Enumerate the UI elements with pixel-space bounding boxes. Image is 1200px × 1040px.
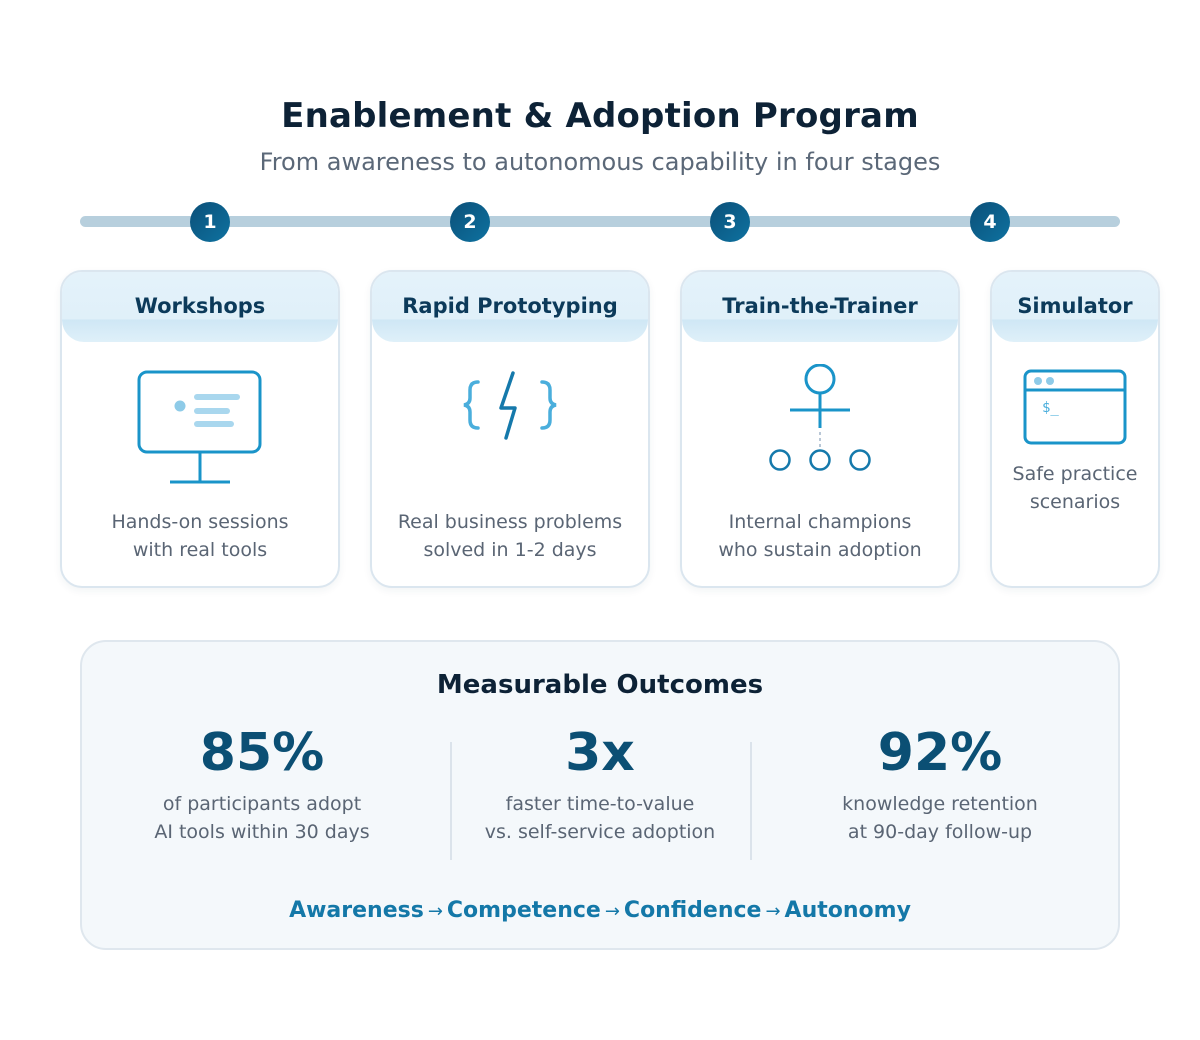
- metric-adoption: 85% of participants adopt AI tools withi…: [92, 722, 432, 846]
- metric-label: knowledge retention at 90-day follow-up: [842, 793, 1038, 843]
- card-header: [372, 272, 648, 342]
- code-lightning-icon: [372, 364, 648, 486]
- description-line: scenarios: [1029, 491, 1121, 513]
- journey-stage-autonomy: Autonomy: [784, 898, 911, 923]
- metric-retention: 92% knowledge retention at 90-day follow…: [770, 722, 1110, 846]
- card-description: Internal champions who sustain adoption: [688, 508, 952, 564]
- card-description: Safe practice scenarios: [998, 460, 1152, 516]
- card-title: Simulator: [1017, 294, 1133, 318]
- card-title: Workshops: [134, 294, 266, 318]
- step-marker-1: 1: [190, 202, 230, 242]
- terminal-window-icon: $_: [992, 368, 1158, 448]
- metric-value: 3x: [565, 723, 635, 783]
- card-description: Hands-on sessions with real tools: [68, 508, 332, 564]
- journey-stage-awareness: Awareness: [289, 898, 424, 923]
- journey-stage-confidence: Confidence: [623, 898, 762, 923]
- description-line: Real business problems: [397, 511, 623, 533]
- card-title: Train-the-Trainer: [722, 294, 918, 318]
- stage-card-rapid-prototyping: Rapid Prototyping Real business problems…: [370, 270, 650, 588]
- card-header: [682, 272, 958, 342]
- page-title: Enablement & Adoption Program: [281, 96, 919, 136]
- description-line: solved in 1-2 days: [423, 539, 597, 561]
- metric-value: 92%: [877, 723, 1003, 783]
- metric-label: of participants adopt AI tools within 30…: [154, 793, 370, 843]
- card-description: Real business problems solved in 1-2 day…: [378, 508, 642, 564]
- metric-time-to-value: 3x faster time-to-value vs. self-service…: [430, 722, 770, 846]
- stage-card-simulator: Simulator $_ Safe practice scenarios: [990, 270, 1160, 588]
- stage-card-train-the-trainer: Train-the-Trainer Internal champions who…: [680, 270, 960, 588]
- stage-card-workshops: Workshops Hands-on sessions with real to…: [60, 270, 340, 588]
- outcomes-panel: Measurable Outcomes 85% of participants …: [80, 640, 1120, 950]
- step-marker-3: 3: [710, 202, 750, 242]
- step-marker-4: 4: [970, 202, 1010, 242]
- description-line: Internal champions: [728, 511, 912, 533]
- timeline-track: [80, 216, 1120, 227]
- terminal-prompt: $_: [1042, 400, 1059, 416]
- description-line: with real tools: [132, 539, 268, 561]
- metric-divider: [450, 742, 452, 860]
- description-line: Safe practice: [1012, 463, 1138, 485]
- page-subtitle: From awareness to autonomous capability …: [259, 148, 941, 176]
- description-line: Hands-on sessions: [111, 511, 289, 533]
- outcomes-title: Measurable Outcomes: [436, 670, 764, 700]
- metric-divider: [750, 742, 752, 860]
- journey-path: Awareness → Competence → Confidence → Autonomy: [82, 898, 1118, 923]
- arrow-right-icon: →: [427, 901, 443, 922]
- card-header: [992, 272, 1158, 342]
- metric-value: 85%: [199, 723, 325, 783]
- monitor-presentation-icon: [62, 364, 338, 486]
- step-marker-2: 2: [450, 202, 490, 242]
- card-header: [62, 272, 338, 342]
- arrow-right-icon: →: [765, 901, 781, 922]
- metric-label: faster time-to-value vs. self-service ad…: [484, 793, 716, 843]
- journey-stage-competence: Competence: [446, 898, 601, 923]
- description-line: who sustain adoption: [718, 539, 922, 561]
- arrow-right-icon: →: [604, 901, 620, 922]
- card-title: Rapid Prototyping: [402, 294, 618, 318]
- trainer-hierarchy-icon: [682, 364, 958, 486]
